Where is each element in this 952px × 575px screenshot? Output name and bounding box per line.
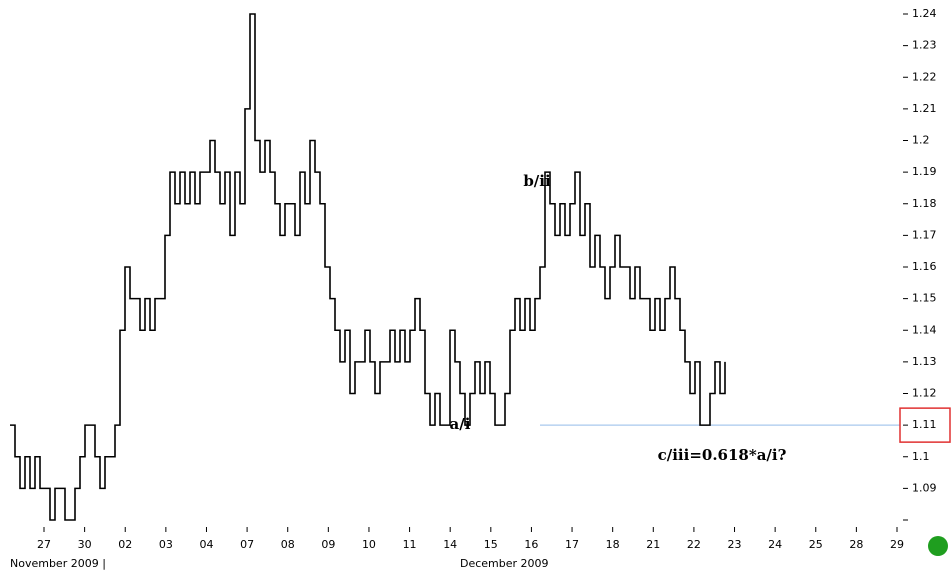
period-label: November 2009 | <box>10 557 106 570</box>
highlight-box <box>899 407 951 443</box>
x-tick-label: 09 <box>321 538 335 551</box>
x-tick-label: 29 <box>890 538 904 551</box>
y-tick-label: 1.22 <box>912 70 937 83</box>
y-tick-label: 1.09 <box>912 481 937 494</box>
x-tick-label: 17 <box>565 538 579 551</box>
x-tick-label: 22 <box>687 538 701 551</box>
x-tick-label: 02 <box>118 538 132 551</box>
x-tick-label: 24 <box>768 538 782 551</box>
y-tick-label: 1.11 <box>912 418 937 431</box>
y-tick-label: 1.19 <box>912 165 937 178</box>
price-line <box>10 13 726 521</box>
annotation: b/ii <box>523 172 551 190</box>
y-tick-label: 1.24 <box>912 7 937 20</box>
x-tick-label: 25 <box>809 538 823 551</box>
y-tick-label: 1.21 <box>912 102 937 115</box>
x-tick-label: 18 <box>606 538 620 551</box>
x-tick-label: 28 <box>849 538 863 551</box>
y-tick-label: 1.13 <box>912 355 937 368</box>
x-tick-label: 04 <box>199 538 213 551</box>
y-tick-label: 1.14 <box>912 323 937 336</box>
y-tick-label: 1.16 <box>912 260 937 273</box>
x-tick-label: 08 <box>281 538 295 551</box>
x-tick-label: 23 <box>728 538 742 551</box>
y-tick-label: 1.23 <box>912 39 937 52</box>
x-tick-label: 03 <box>159 538 173 551</box>
x-tick-label: 07 <box>240 538 254 551</box>
y-tick-label: 1.18 <box>912 197 937 210</box>
y-tick-label: 1.1 <box>912 450 930 463</box>
x-tick-label: 11 <box>403 538 417 551</box>
x-tick-label: 16 <box>524 538 538 551</box>
y-tick-label: 1.17 <box>912 228 937 241</box>
y-tick-label: 1.15 <box>912 292 937 305</box>
x-tick-label: 30 <box>78 538 92 551</box>
annotation: c/iii=0.618*a/i? <box>658 446 787 464</box>
x-tick-label: 15 <box>484 538 498 551</box>
x-tick-label: 27 <box>37 538 51 551</box>
annotation: a/i <box>450 415 471 433</box>
y-tick-label: 1.12 <box>912 387 937 400</box>
y-tick-label: 1.2 <box>912 134 930 147</box>
x-tick-label: 21 <box>646 538 660 551</box>
x-tick-label: 10 <box>362 538 376 551</box>
period-label: December 2009 <box>460 557 549 570</box>
status-indicator <box>928 536 948 556</box>
x-tick-label: 14 <box>443 538 457 551</box>
